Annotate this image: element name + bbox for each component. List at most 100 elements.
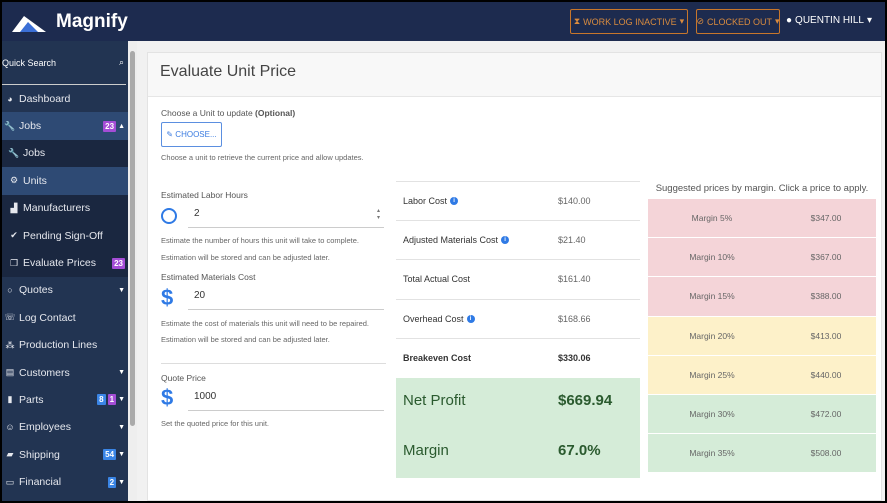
caret-down-icon[interactable]: ▼	[118, 369, 125, 377]
comment-icon: ○	[7, 285, 13, 296]
suggested-price-row[interactable]: Margin 25% $440.00	[648, 354, 876, 394]
quote-price-label: Quote Price	[161, 373, 206, 383]
labor-hours-input[interactable]: 2 ▴ ▾	[188, 204, 384, 228]
sidebar-item-quotes[interactable]: ○ Quotes ▼	[2, 277, 128, 304]
suggested-price-row[interactable]: Margin 5% $347.00	[648, 198, 876, 238]
search-icon[interactable]: ⌕	[118, 57, 124, 67]
caret-down-icon: ▾	[866, 15, 872, 26]
brand-logo[interactable]: Magnify	[10, 10, 128, 34]
suggested-title: Suggested prices by margin. Click a pric…	[655, 183, 869, 194]
sidebar-item-production-lines[interactable]: ⁂ Production Lines	[2, 332, 128, 359]
number-spinner[interactable]: ▴ ▾	[376, 208, 380, 221]
sidebar-item-label: Manufacturers	[23, 202, 91, 215]
profit-summary: Net Profit $669.94 Margin 67.0%	[396, 378, 640, 478]
suggested-price-row[interactable]: Margin 35% $508.00	[648, 433, 876, 473]
sidebar-item-shipping[interactable]: ▰ Shipping 54 ▼	[2, 441, 128, 468]
labor-hint-1: Estimate the number of hours this unit w…	[161, 236, 360, 245]
sidebar-item-label: Jobs	[23, 147, 46, 160]
sidebar-item-dashboard[interactable]: ◕ Dashboard	[2, 85, 128, 112]
sidebar-item-jobs[interactable]: 🔧 Jobs 23 ▲	[2, 112, 128, 140]
badge-group: 23 ▲	[103, 120, 125, 132]
suggested-price[interactable]: $440.00	[810, 369, 842, 380]
suggested-price[interactable]: $367.00	[810, 252, 842, 263]
sidebar-item-units[interactable]: ⚙ Units	[2, 167, 128, 195]
sidebar-item-manufacturers[interactable]: ▟ Manufacturers	[2, 194, 128, 222]
info-icon[interactable]: i	[466, 314, 475, 323]
margin-percent: Margin 30%	[689, 409, 735, 420]
suggested-price-row[interactable]: Margin 15% $388.00	[648, 276, 876, 316]
caret-up-icon[interactable]: ▲	[118, 122, 125, 130]
materials-cost-input[interactable]: 20	[188, 286, 384, 310]
sidebar-item-financial[interactable]: ▭ Financial 2 ▼	[2, 468, 128, 495]
cost-value: $330.06	[558, 352, 591, 363]
quote-price-input[interactable]: 1000	[188, 387, 384, 411]
margin-percent: Margin 10%	[689, 252, 735, 263]
suggested-price-row[interactable]: Margin 30% $472.00	[648, 393, 876, 434]
sidebar-item-parts[interactable]: ▮ Parts 8 1 ▼	[2, 386, 128, 413]
info-icon[interactable]: i	[501, 236, 510, 245]
choose-unit-button[interactable]: ✎ CHOOSE...	[161, 122, 222, 147]
sidebar-item-pending-sign-off[interactable]: ✔ Pending Sign-Off	[2, 221, 128, 250]
sidebar: Quick Search ⌕ ◕ Dashboard 🔧 Jobs 23 ▲ 🔧 Jobs ⚙ Un…	[2, 41, 128, 501]
phone-icon: ☏	[4, 312, 16, 323]
sidebar-item-employees[interactable]: ☺ Employees ▼	[2, 414, 128, 441]
sidebar-item-customers[interactable]: ▤ Customers ▼	[2, 359, 128, 386]
margin-percent: Margin 15%	[689, 291, 735, 302]
user-menu[interactable]: ● QUENTIN HILL ▾	[786, 15, 872, 26]
sidebar-item-label: Dashboard	[19, 92, 71, 105]
user-name: QUENTIN HILL	[795, 15, 864, 26]
sidebar-item-evaluate-prices[interactable]: ❐ Evaluate Prices 23	[2, 249, 128, 277]
caret-down-icon: ▾	[679, 16, 685, 26]
wrench-icon: 🔧	[4, 120, 16, 131]
industry-icon: ▟	[10, 202, 18, 213]
cost-row: Labor Cost i $140.00	[396, 181, 640, 220]
divider	[161, 363, 386, 364]
sidebar-item-label: Units	[23, 174, 47, 187]
suggested-price[interactable]: $413.00	[810, 330, 842, 341]
suggested-price[interactable]: $508.00	[810, 448, 842, 459]
caret-down-icon[interactable]: ▼	[118, 478, 125, 486]
cost-value: $161.40	[558, 274, 591, 285]
caret-down-icon[interactable]: ▼	[118, 451, 125, 459]
cost-value: $21.40	[558, 235, 586, 246]
suggested-price[interactable]: $388.00	[810, 291, 842, 302]
cost-label: Total Actual Cost	[403, 274, 471, 285]
info-icon[interactable]: i	[450, 197, 459, 206]
sidebar-item-label: Employees	[19, 421, 71, 434]
hourglass-icon: ⧗	[573, 16, 581, 26]
sidebar-scrollbar[interactable]	[128, 41, 137, 501]
suggested-price-row[interactable]: Margin 20% $413.00	[648, 315, 876, 355]
dollar-icon: $	[161, 385, 174, 410]
margin-percent: Margin 5%	[691, 213, 733, 224]
clock-icon	[161, 208, 177, 224]
work-log-button[interactable]: ⧗ WORK LOG INACTIVE ▾	[570, 9, 688, 34]
brand-name: Magnify	[56, 10, 128, 32]
margin-percent: Margin 25%	[689, 369, 735, 380]
suggested-price-row[interactable]: Margin 10% $367.00	[648, 237, 876, 277]
count-badge: 23	[112, 257, 125, 269]
sidebar-item-log-contact[interactable]: ☏ Log Contact	[2, 304, 128, 331]
labor-hours-label: Estimated Labor Hours	[161, 190, 248, 200]
scrollbar-thumb[interactable]	[130, 51, 135, 426]
cost-label: Overhead Cost	[403, 313, 464, 324]
cubes-icon: ⁂	[5, 339, 15, 350]
caret-down-icon: ▾	[775, 16, 780, 26]
quick-search[interactable]: Quick Search ⌕	[2, 41, 126, 85]
badge-group: 8 1 ▼	[97, 394, 125, 406]
count-badge: 1	[107, 394, 117, 406]
caret-down-icon[interactable]: ▼	[118, 423, 125, 431]
sidebar-item-label: Log Contact	[19, 311, 76, 324]
caret-down-icon[interactable]: ▼	[118, 396, 125, 404]
suggested-price[interactable]: $472.00	[810, 409, 842, 420]
sidebar-item-label: Financial	[19, 476, 62, 489]
cost-label: Adjusted Materials Cost	[403, 235, 499, 246]
suggested-price[interactable]: $347.00	[810, 213, 842, 224]
materials-hint-2: Estimation will be stored and can be adj…	[161, 335, 330, 344]
clocked-out-label: CLOCKED OUT	[707, 16, 773, 27]
choose-label-text: Choose a Unit to update	[161, 108, 256, 118]
sidebar-item-jobs[interactable]: 🔧 Jobs	[2, 139, 128, 168]
search-input[interactable]: Quick Search	[2, 57, 57, 68]
caret-down-icon[interactable]: ▼	[118, 286, 125, 294]
clocked-out-button[interactable]: ⊘ CLOCKED OUT ▾	[696, 9, 780, 34]
